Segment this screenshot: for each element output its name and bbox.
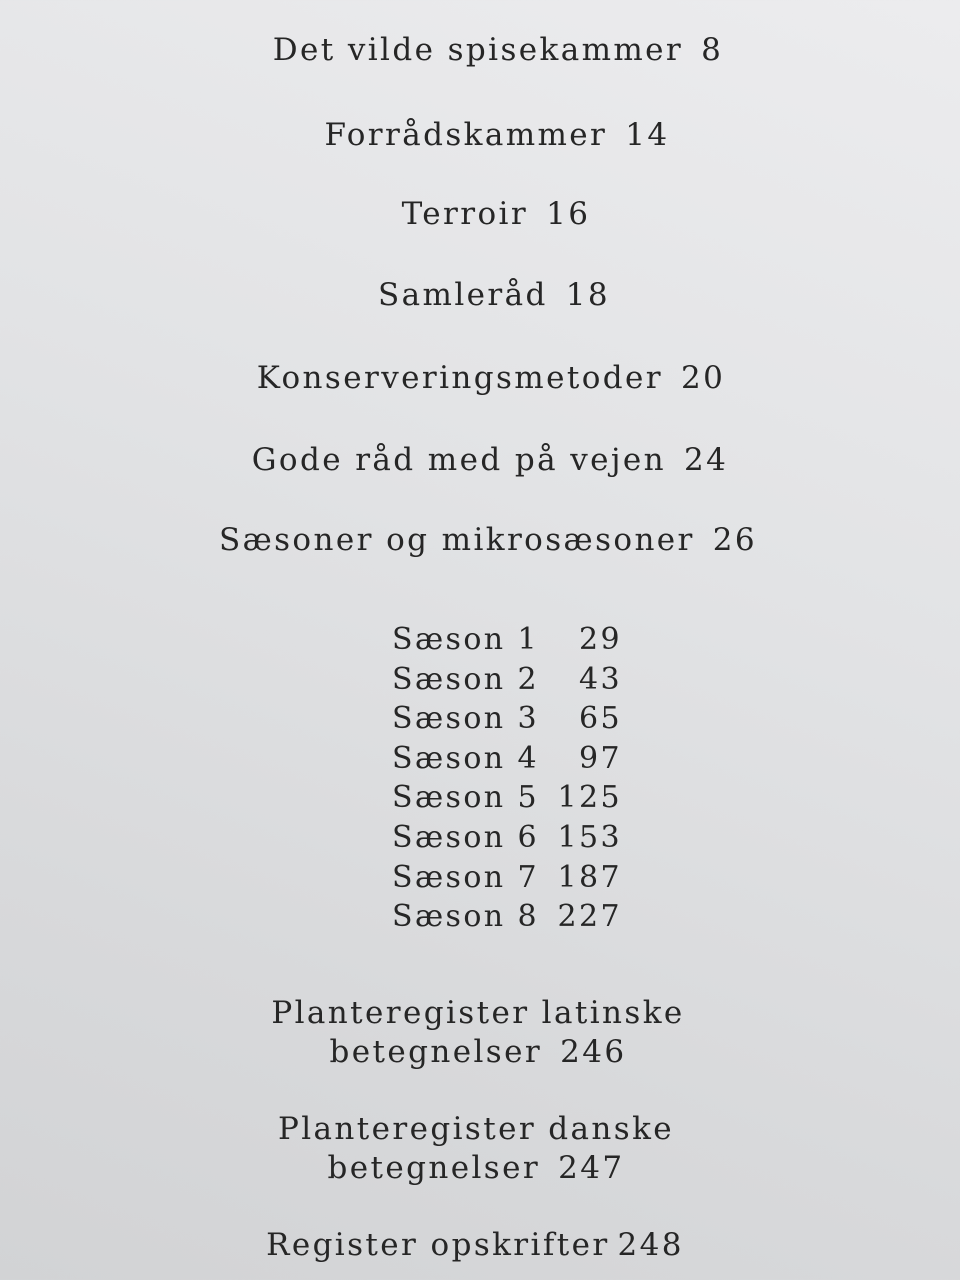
entry-title: Det vilde spisekammer [272, 32, 684, 68]
entry-title: Sæson 7 [392, 859, 539, 895]
toc-entry: Forrådskammer 14 [17, 115, 960, 155]
entry-title: Planteregister danske [277, 1111, 675, 1147]
entry-title: Planteregister latinske [271, 995, 685, 1031]
season-entry: Sæson 7 187 [392, 858, 622, 898]
season-list: Sæson 1 29 Sæson 2 43 Sæson 3 65 Sæson 4 97 … [392, 620, 622, 937]
season-entry: Sæson 4 97 [392, 739, 622, 779]
entry-page: 43 [579, 661, 622, 697]
entry-page: 248 [617, 1227, 684, 1263]
toc-entry-continued: betegnelser 246 [0, 1032, 958, 1072]
entry-title: Sæson 3 [392, 701, 539, 737]
entry-title: betegnelser [327, 1150, 541, 1186]
entry-page: 65 [579, 701, 622, 737]
toc-entry: Gode råd med på vejen 24 [10, 440, 960, 480]
entry-title: Sæson 1 [392, 622, 539, 657]
season-entry: Sæson 2 43 [392, 660, 622, 700]
toc-entry: Terroir 16 [16, 194, 960, 234]
toc-entry: Konserveringsmetoder 20 [11, 358, 960, 398]
entry-page: 8 [701, 32, 724, 68]
entry-title: Konserveringsmetoder [256, 360, 663, 396]
entry-page: 26 [712, 522, 758, 558]
entry-title: Gode råd med på vejen [251, 442, 667, 478]
toc-entry-continued: betegnelser 247 [0, 1148, 956, 1188]
toc-entry: Planteregister latinske [0, 993, 958, 1033]
entry-title: Terroir [401, 196, 529, 232]
entry-page: 246 [560, 1034, 627, 1070]
season-entry: Sæson 3 65 [392, 699, 622, 739]
season-entry: Sæson 8 227 [392, 897, 622, 937]
toc-entry: Samleråd 18 [14, 275, 960, 315]
entry-title: Forrådskammer [324, 117, 608, 153]
entry-title: Sæson 5 [392, 780, 539, 816]
entry-title: Samleråd [378, 277, 548, 313]
entry-title: Sæson 6 [392, 819, 539, 855]
entry-page: 29 [579, 622, 622, 657]
entry-page: 14 [625, 117, 670, 153]
entry-page: 153 [557, 819, 622, 855]
entry-page: 125 [557, 780, 622, 816]
toc-entry: Planteregister danske [0, 1109, 956, 1149]
toc-entry: Sæsoner og mikrosæsoner 26 [8, 520, 960, 560]
entry-page: 18 [565, 277, 610, 313]
toc-entry: Register opskrifter 248 [0, 1225, 955, 1265]
entry-page: 16 [546, 196, 591, 232]
entry-title: Sæson 4 [392, 740, 539, 776]
entry-title: betegnelser [329, 1034, 543, 1070]
toc-entry: Det vilde spisekammer 8 [18, 30, 960, 70]
entry-title: Sæsoner og mikrosæsoner [218, 522, 695, 558]
entry-title: Sæson 8 [392, 899, 539, 935]
entry-title: Sæson 2 [392, 661, 539, 697]
season-entry: Sæson 5 125 [392, 778, 622, 818]
entry-title: Register opskrifter [266, 1227, 610, 1263]
entry-page: 227 [557, 899, 622, 935]
entry-page: 97 [579, 740, 622, 776]
season-entry: Sæson 1 29 [392, 620, 622, 660]
entry-page: 20 [680, 360, 726, 396]
entry-page: 24 [684, 442, 729, 478]
season-entry: Sæson 6 153 [392, 818, 622, 858]
entry-page: 247 [558, 1150, 625, 1186]
entry-page: 187 [557, 859, 622, 895]
